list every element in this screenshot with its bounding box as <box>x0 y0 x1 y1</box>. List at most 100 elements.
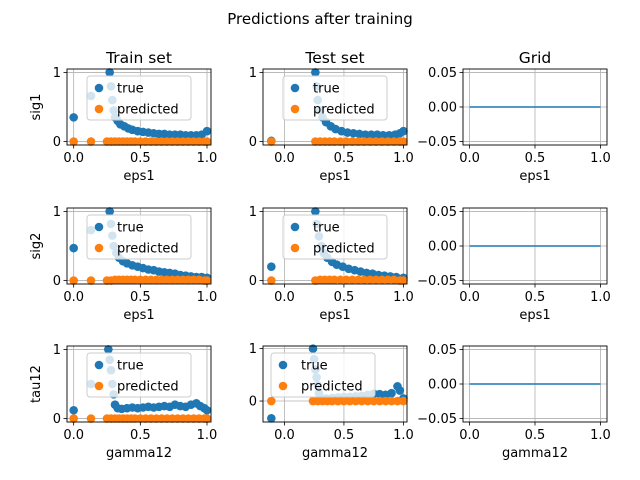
x-tick-label: 1.0 <box>590 151 611 166</box>
x-axis-label: eps1 <box>123 169 154 184</box>
legend-label-predicted: predicted <box>117 380 179 395</box>
subplot-5: true predicted 0.0 0.5 1.0 0 1 eps1 <box>249 205 414 323</box>
x-tick-label: 0.0 <box>63 290 84 305</box>
x-axis-label: gamma12 <box>502 446 568 461</box>
point-predicted <box>377 137 387 146</box>
y-tick-label: 1 <box>249 205 257 220</box>
axes-frame <box>262 68 408 146</box>
point-predicted <box>371 275 381 285</box>
point-predicted <box>399 276 408 285</box>
x-tick-label: 0.5 <box>334 428 355 443</box>
point-predicted <box>267 137 276 146</box>
axes-frame <box>262 207 408 285</box>
x-tick-label: 0.5 <box>130 290 151 305</box>
point-predicted <box>339 396 349 406</box>
subplot-1: true predicted 0.0 0.5 1.0 0 1 eps1 sig1 Train se… <box>29 49 217 184</box>
x-tick-label: 0.5 <box>130 428 151 443</box>
x-axis-label: gamma12 <box>106 446 172 461</box>
y-tick-label: 1 <box>249 342 257 357</box>
y-tick-label: 0 <box>249 395 257 410</box>
x-tick-label: 0.0 <box>274 428 295 443</box>
y-tick-label: 0.05 <box>428 66 457 81</box>
point-predicted <box>365 137 375 146</box>
legend-marker-predicted <box>94 243 104 253</box>
x-axis-label: gamma12 <box>302 446 368 461</box>
point-predicted <box>383 137 393 146</box>
legend-label-true: true <box>301 359 328 374</box>
x-tick-label: 0.5 <box>334 151 355 166</box>
legend-marker-predicted <box>278 381 288 391</box>
legend-marker-true <box>290 222 300 232</box>
subplot-3: 0.0 0.5 1.0 −0.05 0.00 0.05 eps1 Grid <box>417 49 611 184</box>
x-tick-label: 0.5 <box>525 151 546 166</box>
y-tick-label: 0 <box>53 135 61 150</box>
legend-label-true: true <box>117 82 144 97</box>
axes-frame <box>66 345 212 423</box>
legend-label-predicted: predicted <box>313 103 375 118</box>
point-true <box>202 126 212 136</box>
subplot-title: Train set <box>105 49 172 67</box>
y-axis-label: tau12 <box>29 365 44 403</box>
axes-frame <box>66 207 212 285</box>
point-predicted <box>69 137 78 146</box>
point-true <box>69 243 78 253</box>
x-tick-label: 0.0 <box>459 428 480 443</box>
point-predicted <box>333 396 343 406</box>
x-tick-label: 0.5 <box>334 290 355 305</box>
y-tick-label: −0.05 <box>417 412 457 427</box>
legend-label-true: true <box>117 359 144 374</box>
subplot-7: true predicted 0.0 0.5 1.0 0 1 gamma12 tau12 <box>29 343 217 461</box>
x-tick-label: 0.0 <box>63 428 84 443</box>
legend-marker-true <box>278 360 288 370</box>
point-true <box>361 130 370 139</box>
point-predicted <box>202 276 212 285</box>
subplot-6: 0.0 0.5 1.0 −0.05 0.00 0.05 eps1 <box>417 205 611 323</box>
x-tick-label: 0.0 <box>274 290 295 305</box>
y-tick-label: 0.05 <box>428 205 457 220</box>
point-true <box>104 345 113 354</box>
point-predicted <box>377 275 387 285</box>
point-predicted <box>389 137 399 146</box>
legend-label-predicted: predicted <box>117 103 179 118</box>
legend-marker-predicted <box>290 243 300 253</box>
point-predicted <box>342 275 351 285</box>
legend-box <box>270 352 376 398</box>
legend-box <box>86 352 192 398</box>
legend-box <box>282 214 388 260</box>
point-true <box>69 113 78 122</box>
legend-marker-predicted <box>290 104 300 114</box>
point-predicted <box>267 276 276 285</box>
point-true <box>267 414 276 423</box>
point-predicted <box>387 396 396 406</box>
y-tick-label: 1 <box>249 66 257 81</box>
point-predicted <box>347 137 357 146</box>
x-tick-label: 0.5 <box>525 428 546 443</box>
point-predicted <box>359 275 369 285</box>
legend-marker-predicted <box>94 104 104 114</box>
point-true <box>366 130 376 139</box>
point-predicted <box>86 137 96 146</box>
legend-label-predicted: predicted <box>313 242 375 257</box>
point-predicted <box>371 137 381 146</box>
y-tick-label: 0 <box>249 135 257 150</box>
legend-label-true: true <box>117 221 144 236</box>
legend: true predicted <box>270 352 376 398</box>
x-tick-label: 1.0 <box>393 428 414 443</box>
x-tick-label: 1.0 <box>393 151 414 166</box>
x-tick-label: 0.5 <box>525 290 546 305</box>
legend: true predicted <box>86 214 192 260</box>
point-predicted <box>359 137 369 146</box>
y-tick-label: 0.05 <box>428 343 457 358</box>
x-tick-label: 0.0 <box>63 151 84 166</box>
x-tick-label: 1.0 <box>197 428 218 443</box>
y-tick-label: 1 <box>53 343 61 358</box>
y-axis-label: sig2 <box>29 233 44 260</box>
y-tick-label: 0.00 <box>428 101 457 116</box>
subplot-8: true predicted 0.0 0.5 1.0 0 1 gamma12 <box>249 342 414 461</box>
axes-frame <box>66 68 212 146</box>
legend-label-predicted: predicted <box>117 242 179 257</box>
point-predicted <box>202 414 212 423</box>
legend-marker-true <box>94 83 104 93</box>
x-tick-label: 1.0 <box>393 290 414 305</box>
